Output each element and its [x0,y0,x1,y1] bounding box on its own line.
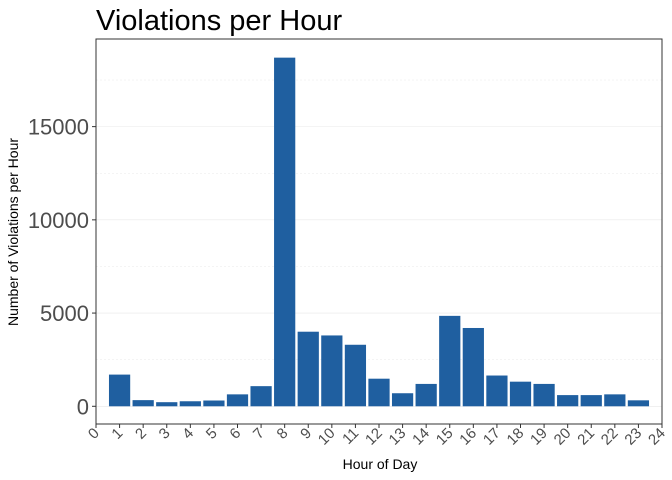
x-tick-label: 22 [598,425,622,449]
x-tick-label: 11 [339,425,362,448]
bar-hour-3 [156,402,178,407]
x-tick-label: 21 [574,425,598,449]
x-tick-label: 4 [179,425,197,443]
x-tick-label: 1 [108,425,126,443]
x-tick-label: 17 [480,425,504,449]
bar-hour-23 [627,400,650,407]
bar-hour-5 [203,400,225,407]
bar-hour-4 [179,401,201,407]
bar-hour-7 [250,386,272,407]
x-tick-label: 9 [297,425,315,443]
bar-hour-8 [274,57,296,407]
bar-hour-6 [226,394,249,407]
x-tick-label: 19 [527,425,551,449]
x-tick-label: 12 [362,425,386,449]
x-axis-label: Hour of Day [343,456,418,472]
bar-hour-20 [557,395,579,407]
bar-hour-19 [533,383,555,407]
bar-hour-11 [344,344,367,407]
bar-hour-14 [415,383,437,407]
bar-hour-2 [132,400,154,407]
x-tick-label: 20 [551,425,575,449]
x-axis-ticks: 0 1 2 3 4 5 6 7 8 9 10 11 12 13 14 15 16 17 18 19 20 21 22 23 24 [85,424,669,449]
x-tick-label: 14 [409,425,433,449]
x-tick-label: 15 [433,425,457,449]
bar-hour-10 [321,335,343,407]
x-tick-label: 6 [226,425,244,443]
bar-hour-9 [297,331,319,407]
bar-hour-15 [439,315,461,407]
y-tick-label: 5000 [40,301,89,326]
y-axis-ticks: 0 5000 10000 15000 [28,115,96,419]
bar-hour-18 [509,381,532,407]
y-tick-label: 0 [77,394,89,419]
x-tick-label: 18 [504,425,528,449]
bar-hour-12 [368,378,390,407]
bar-hour-16 [462,327,484,407]
bar-hour-17 [486,375,508,407]
x-tick-label: 3 [156,425,174,443]
x-tick-label: 5 [203,425,221,443]
y-tick-label: 15000 [28,115,89,140]
x-tick-label: 7 [250,425,268,443]
x-tick-label: 13 [386,425,410,449]
x-tick-label: 0 [85,425,103,443]
y-axis-label: Number of Violations per Hour [5,138,21,326]
x-tick-label: 16 [456,425,480,449]
plot-border [95,38,663,425]
x-tick-label: 10 [315,425,339,449]
bars [108,57,650,407]
bar-hour-13 [391,393,414,407]
bar-hour-1 [108,374,131,407]
chart-title: Violations per Hour [96,5,342,37]
x-tick-label: 8 [274,425,292,443]
x-tick-label: 24 [645,425,669,449]
bar-hour-22 [604,394,626,407]
bar-hour-21 [580,395,602,407]
y-tick-label: 10000 [28,208,89,233]
x-tick-label: 2 [132,425,150,443]
x-tick-label: 23 [621,425,645,449]
